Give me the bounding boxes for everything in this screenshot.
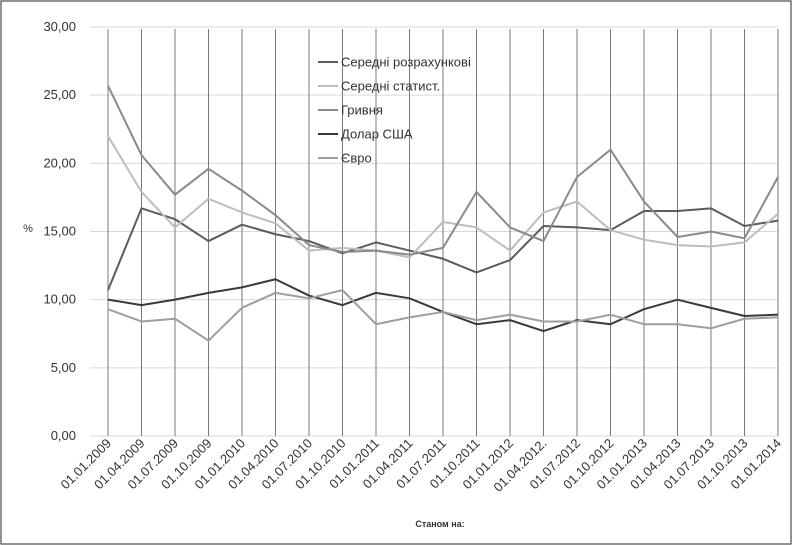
y-tick-label: 0,00 xyxy=(51,428,76,443)
series-line-3 xyxy=(107,85,779,256)
x-axis: 01.01.200901.04.200901.07.200901.10.2009… xyxy=(57,436,784,495)
legend: Середні розрахункові Середні статист. Грив… xyxy=(318,55,471,166)
series-line-2 xyxy=(107,135,779,259)
legend-label: Середні розрахункові xyxy=(341,55,471,70)
y-axis: 0,00 5,00 10,00 15,00 20,00 25,00 30,00 xyxy=(43,19,76,443)
legend-label: Гривня xyxy=(341,103,383,118)
series-line-1 xyxy=(107,207,779,291)
series-line-5 xyxy=(107,289,779,342)
legend-label: Євро xyxy=(341,151,372,166)
x-axis-label: Станом на: xyxy=(415,519,464,529)
y-tick-label: 5,00 xyxy=(51,360,76,375)
grid xyxy=(90,26,779,437)
series-group xyxy=(107,85,779,342)
y-axis-label: % xyxy=(23,223,33,235)
legend-label: Середні статист. xyxy=(341,79,440,94)
legend-label: Долар США xyxy=(341,127,413,142)
y-tick-label: 15,00 xyxy=(43,224,76,239)
y-tick-label: 10,00 xyxy=(43,292,76,307)
y-tick-label: 25,00 xyxy=(43,87,76,102)
y-tick-label: 20,00 xyxy=(43,155,76,170)
y-tick-label: 30,00 xyxy=(43,19,76,34)
